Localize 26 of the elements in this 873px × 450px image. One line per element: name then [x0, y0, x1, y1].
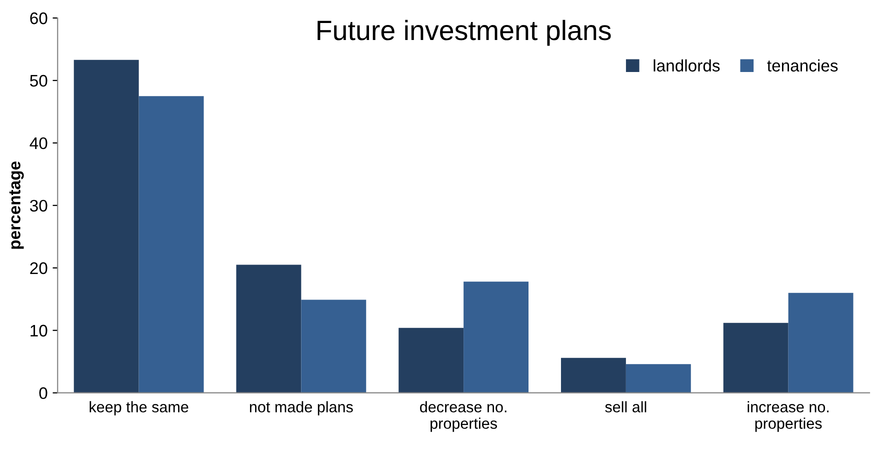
bar — [560, 358, 626, 393]
bar — [138, 96, 204, 393]
bar — [74, 60, 139, 393]
y-axis-title: percentage — [9, 162, 24, 249]
x-tick-label: decrease no. properties — [420, 401, 506, 432]
x-tick-label: increase no. properties — [748, 401, 829, 432]
bar — [788, 292, 854, 393]
legend-label: tenancies — [767, 59, 838, 72]
x-tick-label: not made plans — [250, 401, 353, 416]
bar — [464, 282, 529, 393]
chart-title: Future investment plans — [318, 20, 611, 46]
bar — [626, 364, 691, 393]
y-tick-label: 10 — [30, 324, 48, 337]
y-tick-label: 60 — [30, 12, 48, 24]
legend-label: landlords — [654, 59, 720, 72]
y-tick-label: 50 — [30, 74, 48, 87]
y-tick-label: 30 — [30, 200, 48, 212]
bar — [236, 264, 302, 393]
y-tick-label: 40 — [30, 137, 48, 150]
y-tick-label: 20 — [30, 262, 48, 274]
x-tick-label: sell all — [605, 401, 646, 412]
bar — [723, 322, 788, 393]
bar — [398, 328, 464, 393]
y-tick-label: 0 — [39, 387, 48, 400]
x-tick-label: keep the same — [90, 401, 188, 416]
bar — [301, 300, 366, 393]
